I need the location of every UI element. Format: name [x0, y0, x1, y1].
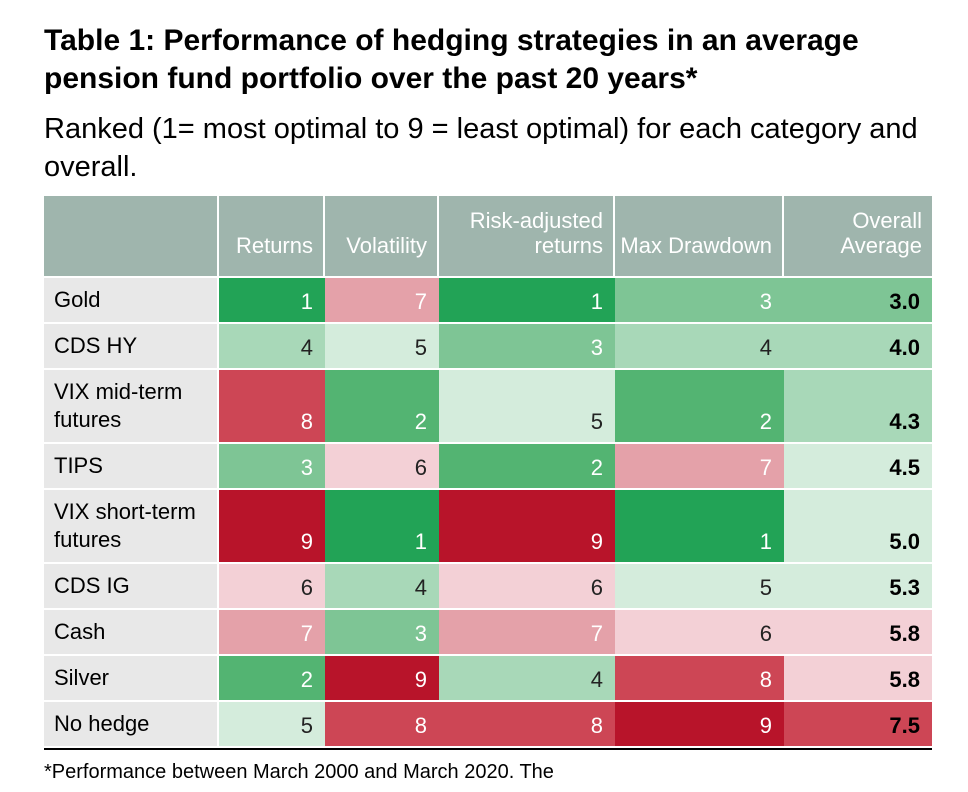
overall-average-cell: 5.3	[784, 564, 932, 610]
row-label: Silver	[44, 656, 219, 702]
max-drawdown-cell: 5	[615, 564, 784, 610]
risk-adjusted-cell: 9	[439, 490, 615, 564]
returns-cell: 4	[219, 324, 325, 370]
risk-adjusted-cell: 1	[439, 278, 615, 324]
risk-adjusted-cell: 7	[439, 610, 615, 656]
row-label: VIX short-term futures	[44, 490, 219, 564]
returns-cell: 5	[219, 702, 325, 748]
returns-cell: 2	[219, 656, 325, 702]
overall-average-cell: 5.0	[784, 490, 932, 564]
returns-cell: 6	[219, 564, 325, 610]
risk-adjusted-cell: 3	[439, 324, 615, 370]
volatility-cell: 9	[325, 656, 439, 702]
risk-adjusted-cell: 2	[439, 444, 615, 490]
volatility-cell: 7	[325, 278, 439, 324]
max-drawdown-cell: 2	[615, 370, 784, 444]
risk-adjusted-cell: 5	[439, 370, 615, 444]
table-bottom-rule	[44, 748, 932, 750]
header-empty	[44, 196, 219, 278]
overall-average-cell: 4.5	[784, 444, 932, 490]
header-volatility: Volatility	[325, 196, 439, 278]
row-label: No hedge	[44, 702, 219, 748]
max-drawdown-cell: 6	[615, 610, 784, 656]
row-label: TIPS	[44, 444, 219, 490]
max-drawdown-cell: 8	[615, 656, 784, 702]
max-drawdown-cell: 3	[615, 278, 784, 324]
overall-average-cell: 3.0	[784, 278, 932, 324]
returns-cell: 9	[219, 490, 325, 564]
returns-cell: 8	[219, 370, 325, 444]
risk-adjusted-cell: 4	[439, 656, 615, 702]
volatility-cell: 3	[325, 610, 439, 656]
max-drawdown-cell: 1	[615, 490, 784, 564]
header-risk-adjusted-returns: Risk-adjusted returns	[439, 196, 615, 278]
returns-cell: 3	[219, 444, 325, 490]
overall-average-cell: 7.5	[784, 702, 932, 748]
volatility-cell: 5	[325, 324, 439, 370]
overall-average-cell: 5.8	[784, 610, 932, 656]
row-label: Gold	[44, 278, 219, 324]
table-grid: Returns Volatility Risk-adjusted returns…	[44, 196, 932, 278]
hedging-performance-table: Returns Volatility Risk-adjusted returns…	[44, 196, 932, 750]
volatility-cell: 4	[325, 564, 439, 610]
overall-average-cell: 4.3	[784, 370, 932, 444]
table-subtitle: Ranked (1= most optimal to 9 = least opt…	[44, 113, 918, 183]
table-footnote: *Performance between March 2000 and Marc…	[44, 761, 554, 783]
returns-cell: 7	[219, 610, 325, 656]
max-drawdown-cell: 4	[615, 324, 784, 370]
overall-average-cell: 5.8	[784, 656, 932, 702]
table-title: Table 1: Performance of hedging strategi…	[44, 24, 859, 95]
header-returns: Returns	[219, 196, 325, 278]
volatility-cell: 1	[325, 490, 439, 564]
volatility-cell: 8	[325, 702, 439, 748]
row-label: VIX mid-term futures	[44, 370, 219, 444]
returns-cell: 1	[219, 278, 325, 324]
header-max-drawdown: Max Drawdown	[615, 196, 784, 278]
risk-adjusted-cell: 6	[439, 564, 615, 610]
header-overall-average: Overall Average	[784, 196, 932, 278]
volatility-cell: 2	[325, 370, 439, 444]
row-label: CDS IG	[44, 564, 219, 610]
row-label: CDS HY	[44, 324, 219, 370]
risk-adjusted-cell: 8	[439, 702, 615, 748]
volatility-cell: 6	[325, 444, 439, 490]
max-drawdown-cell: 9	[615, 702, 784, 748]
overall-average-cell: 4.0	[784, 324, 932, 370]
max-drawdown-cell: 7	[615, 444, 784, 490]
row-label: Cash	[44, 610, 219, 656]
table-body: Gold 1 7 1 3 3.0 CDS HY 4 5 3 4 4.0 VIX mid-term fut…	[44, 278, 932, 748]
